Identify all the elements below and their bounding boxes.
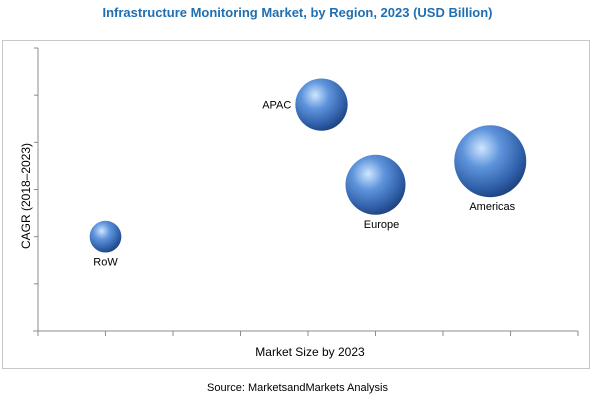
bubble-label-apac: APAC [262, 100, 291, 112]
x-axis-label: Market Size by 2023 [255, 345, 365, 359]
axes [33, 47, 579, 336]
bubble-label-row: RoW [93, 257, 118, 269]
bubble-row [89, 220, 122, 253]
source-note: Source: MarketsandMarkets Analysis [207, 382, 388, 394]
bubble-label-americas: Americas [469, 201, 515, 213]
bubble-europe [345, 154, 406, 215]
bubble-label-europe: Europe [364, 219, 399, 231]
chart-title: Infrastructure Monitoring Market, by Reg… [102, 5, 493, 20]
bubbles: RoW APAC Europe Americas [89, 78, 527, 269]
bubble-apac [295, 78, 348, 131]
chart-frame [2, 40, 590, 369]
y-axis-label: CAGR (2018–2023) [19, 143, 33, 249]
bubble-americas [454, 125, 527, 198]
